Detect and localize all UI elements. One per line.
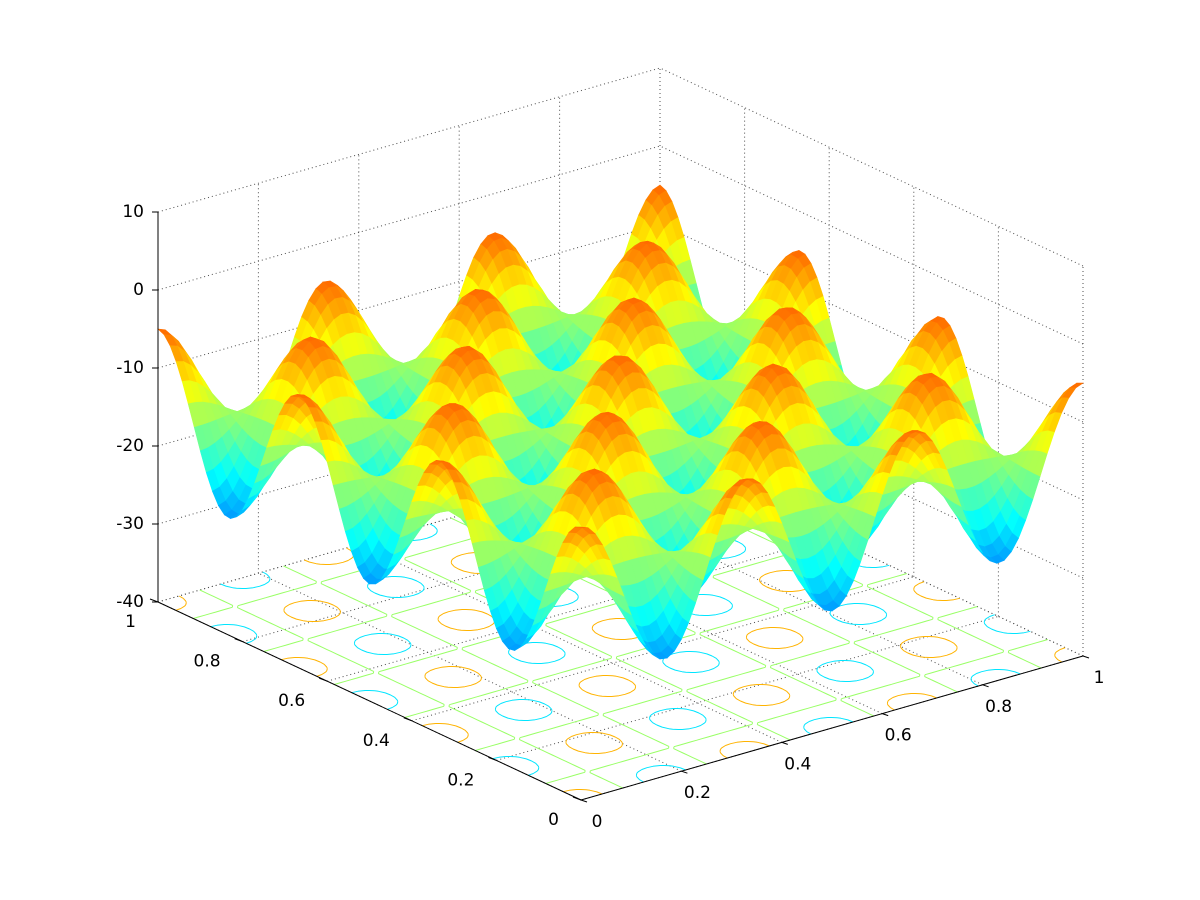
x-tick-label: 0 bbox=[592, 812, 603, 832]
z-tick-label: 10 bbox=[122, 202, 144, 222]
y-tick-label: 0 bbox=[548, 810, 559, 830]
z-tick-label: -20 bbox=[116, 436, 144, 456]
y-tick-label: 0.2 bbox=[447, 770, 474, 790]
y-tick-label: 0.6 bbox=[278, 691, 305, 711]
surface-mesh bbox=[157, 184, 1084, 660]
y-tick-label: 1 bbox=[125, 612, 136, 632]
x-tick-label: 1 bbox=[1094, 668, 1105, 688]
y-tick-label: 0.8 bbox=[194, 652, 221, 672]
y-tick-label: 0.4 bbox=[363, 731, 390, 751]
x-tick-label: 0.8 bbox=[985, 697, 1012, 717]
x-tick-label: 0.2 bbox=[684, 783, 711, 803]
z-tick-label: -10 bbox=[116, 358, 144, 378]
z-tick-label: -40 bbox=[116, 592, 144, 612]
z-tick-label: -30 bbox=[116, 514, 144, 534]
x-tick-label: 0.4 bbox=[784, 754, 811, 774]
x-tick-label: 0.6 bbox=[885, 726, 912, 746]
z-tick-label: 0 bbox=[133, 280, 144, 300]
